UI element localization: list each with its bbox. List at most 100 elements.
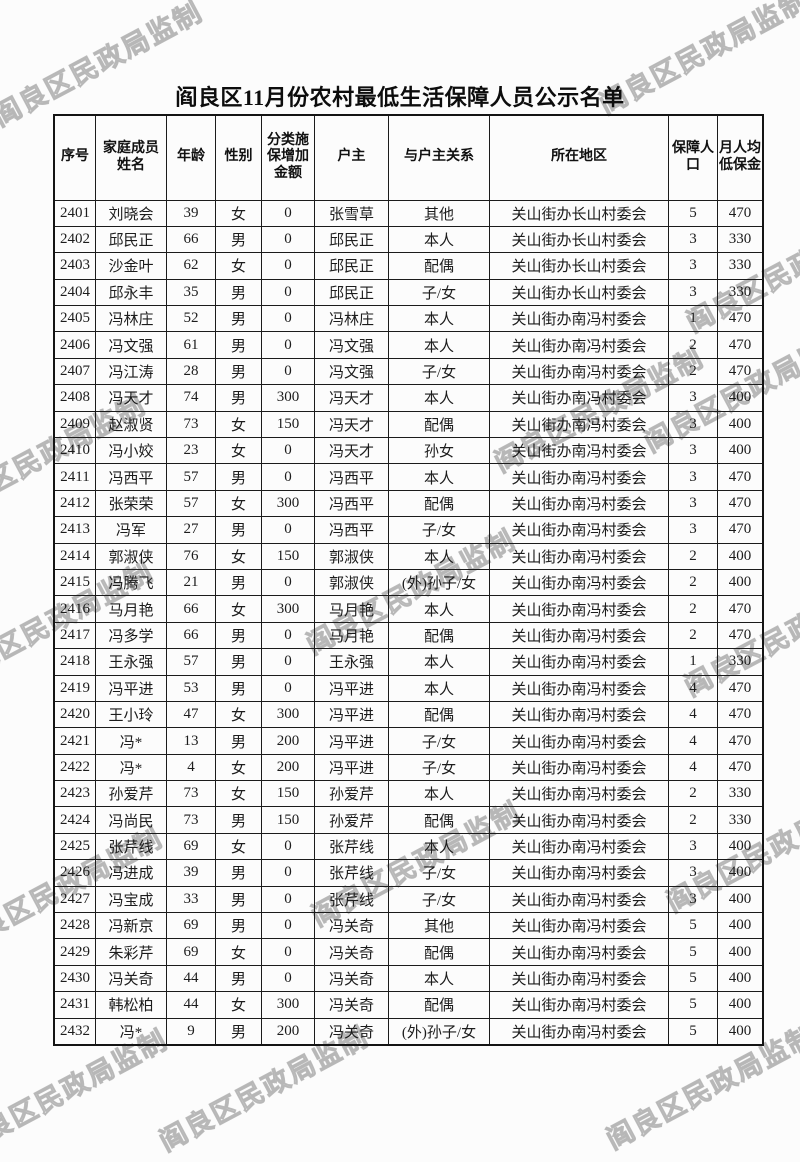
table-cell-district: 关山街办长山村委会 (489, 252, 669, 280)
table-cell-protected-population: 1 (668, 305, 718, 333)
table-cell-household-head: 冯文强 (314, 357, 389, 386)
table-cell-index: 2408 (53, 384, 96, 412)
table-cell-district: 关山街办南冯村委会 (489, 991, 669, 1019)
column-header-gender: 性别 (215, 114, 262, 201)
table-cell-district: 关山街办长山村委会 (489, 225, 669, 254)
table-cell-gender: 男 (215, 278, 262, 307)
table-cell-relation-to-head: 子/女 (388, 516, 490, 544)
table-cell-district: 关山街办南冯村委会 (489, 357, 669, 386)
table-row: 2431 韩松柏 44 女 300 冯关奇 配偶 关山街办南冯村委会 5 400 (53, 991, 764, 1019)
table-cell-monthly-per-capita: 470 (717, 489, 764, 518)
table-cell-protected-population: 4 (668, 753, 718, 782)
table-cell-member-name: 张荣荣 (95, 489, 167, 518)
table-cell-index: 2421 (53, 727, 96, 755)
table-cell-member-name: 沙金叶 (95, 252, 167, 280)
table-cell-monthly-per-capita: 470 (717, 595, 764, 623)
table-row: 2403 沙金叶 62 女 0 邱民正 配偶 关山街办长山村委会 3 330 (53, 252, 764, 280)
table-cell-age: 44 (166, 964, 216, 993)
table-cell-gender: 男 (215, 912, 262, 940)
table-cell-district: 关山街办南冯村委会 (489, 806, 669, 834)
table-cell-category-increase: 300 (261, 384, 315, 412)
table-row: 2426 冯进成 39 男 0 张芹线 子/女 关山街办南冯村委会 3 400 (53, 859, 764, 887)
table-cell-member-name: 冯天才 (95, 384, 167, 412)
table-cell-category-increase: 0 (261, 859, 315, 887)
table-cell-monthly-per-capita: 330 (717, 278, 764, 307)
table-cell-protected-population: 4 (668, 674, 718, 702)
table-cell-age: 73 (166, 806, 216, 834)
table-cell-relation-to-head: (外)孙子/女 (388, 1017, 490, 1046)
table-cell-category-increase: 200 (261, 727, 315, 755)
table-cell-relation-to-head: 本人 (388, 384, 490, 412)
table-cell-district: 关山街办南冯村委会 (489, 621, 669, 650)
table-cell-monthly-per-capita: 470 (717, 700, 764, 729)
table-cell-index: 2413 (53, 516, 96, 544)
table-cell-member-name: 冯* (95, 753, 167, 782)
table-cell-age: 73 (166, 410, 216, 439)
table-cell-age: 57 (166, 463, 216, 491)
table-cell-category-increase: 0 (261, 648, 315, 676)
table-cell-protected-population: 4 (668, 700, 718, 729)
table-cell-gender: 男 (215, 806, 262, 834)
table-cell-district: 关山街办南冯村委会 (489, 885, 669, 914)
table-cell-household-head: 冯西平 (314, 489, 389, 518)
table-row: 2406 冯文强 61 男 0 冯文强 本人 关山街办南冯村委会 2 470 (53, 331, 764, 359)
benefit-roster-table: 序号 家庭成员 姓名 年龄 性别 分类施 保增加 金额 户主 与户主关系 所在地区 保障人 口月… (53, 114, 764, 1046)
table-cell-index: 2429 (53, 938, 96, 966)
table-cell-relation-to-head: 本人 (388, 463, 490, 491)
table-cell-gender: 女 (215, 437, 262, 465)
table-row: 2408 冯天才 74 男 300 冯天才 本人 关山街办南冯村委会 3 400 (53, 384, 764, 412)
table-cell-age: 74 (166, 384, 216, 412)
table-row: 2410 冯小姣 23 女 0 冯天才 孙女 关山街办南冯村委会 3 400 (53, 437, 764, 465)
header-row: 序号 家庭成员 姓名 年龄 性别 分类施 保增加 金额 户主 与户主关系 所在地区 保障人 口月… (53, 114, 764, 201)
table-cell-district: 关山街办南冯村委会 (489, 832, 669, 861)
table-cell-category-increase: 0 (261, 305, 315, 333)
table-cell-protected-population: 2 (668, 357, 718, 386)
table-cell-age: 53 (166, 674, 216, 702)
table-cell-household-head: 张芹线 (314, 885, 389, 914)
table-body: 2401 刘晓会 39 女 0 张雪草 其他 关山街办长山村委会 5 470 2402 邱民正 66 男 0… (53, 199, 764, 1046)
column-header-relation-to-head: 与户主关系 (388, 114, 490, 201)
table-cell-relation-to-head: 本人 (388, 595, 490, 623)
table-cell-gender: 男 (215, 621, 262, 650)
table-cell-age: 13 (166, 727, 216, 755)
table-cell-relation-to-head: 配偶 (388, 806, 490, 834)
table-cell-household-head: 冯西平 (314, 516, 389, 544)
table-cell-monthly-per-capita: 470 (717, 305, 764, 333)
table-cell-index: 2431 (53, 991, 96, 1019)
table-cell-category-increase: 0 (261, 331, 315, 359)
table-row: 2421 冯* 13 男 200 冯平进 子/女 关山街办南冯村委会 4 470 (53, 727, 764, 755)
table-cell-category-increase: 0 (261, 674, 315, 702)
table-cell-monthly-per-capita: 400 (717, 859, 764, 887)
table-cell-monthly-per-capita: 400 (717, 832, 764, 861)
table-row: 2402 邱民正 66 男 0 邱民正 本人 关山街办长山村委会 3 330 (53, 225, 764, 254)
table-cell-category-increase: 0 (261, 199, 315, 227)
table-cell-category-increase: 300 (261, 489, 315, 518)
table-cell-monthly-per-capita: 330 (717, 225, 764, 254)
table-cell-monthly-per-capita: 470 (717, 516, 764, 544)
table-cell-relation-to-head: 本人 (388, 305, 490, 333)
table-cell-category-increase: 0 (261, 225, 315, 254)
table-cell-district: 关山街办南冯村委会 (489, 595, 669, 623)
table-cell-protected-population: 2 (668, 780, 718, 808)
table-cell-household-head: 孙爱芹 (314, 780, 389, 808)
table-cell-protected-population: 3 (668, 463, 718, 491)
table-cell-age: 28 (166, 357, 216, 386)
table-cell-gender: 男 (215, 727, 262, 755)
table-cell-gender: 女 (215, 991, 262, 1019)
table-cell-age: 57 (166, 648, 216, 676)
table-row: 2420 王小玲 47 女 300 冯平进 配偶 关山街办南冯村委会 4 470 (53, 700, 764, 729)
table-cell-monthly-per-capita: 400 (717, 885, 764, 914)
table-cell-gender: 女 (215, 252, 262, 280)
column-header-district: 所在地区 (489, 114, 669, 201)
table-cell-age: 39 (166, 199, 216, 227)
table-cell-district: 关山街办长山村委会 (489, 199, 669, 227)
table-cell-household-head: 马月艳 (314, 595, 389, 623)
table-cell-relation-to-head: 子/女 (388, 278, 490, 307)
table-cell-monthly-per-capita: 400 (717, 991, 764, 1019)
table-cell-age: 73 (166, 780, 216, 808)
table-row: 2414 郭淑侠 76 女 150 郭淑侠 本人 关山街办南冯村委会 2 400 (53, 542, 764, 570)
table-cell-household-head: 冯关奇 (314, 991, 389, 1019)
table-cell-protected-population: 3 (668, 516, 718, 544)
table-cell-relation-to-head: 本人 (388, 648, 490, 676)
table-row: 2411 冯西平 57 男 0 冯西平 本人 关山街办南冯村委会 3 470 (53, 463, 764, 491)
